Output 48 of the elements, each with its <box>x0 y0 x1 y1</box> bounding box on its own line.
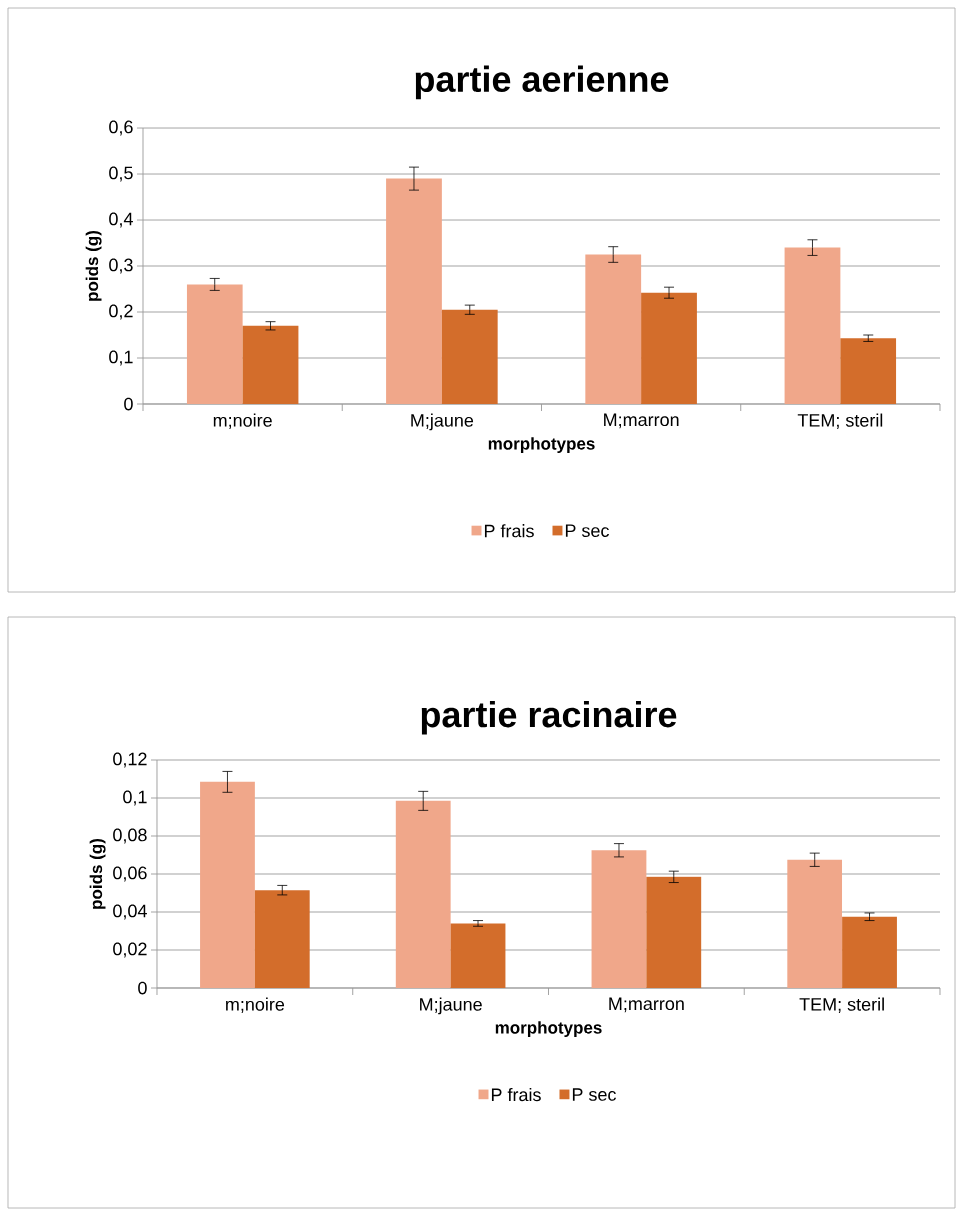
y-tick-label: 0,04 <box>113 904 147 920</box>
y-tick-label: 0,1 <box>123 790 147 806</box>
x-axis-title: morphotypes <box>488 437 595 454</box>
x-tick-label: m;noire <box>213 413 272 429</box>
x-tick-label: M;jaune <box>420 997 482 1015</box>
legend-label: P frais <box>484 524 534 538</box>
y-tick-label: 0,02 <box>113 942 147 958</box>
x-tick-label: M;jaune <box>411 413 474 431</box>
y-tick-label: 0,06 <box>113 866 147 882</box>
bar <box>450 923 506 989</box>
y-tick-label: 0,08 <box>113 828 147 844</box>
x-tick-label: M;marron <box>609 997 684 1013</box>
y-tick-label: 0,5 <box>109 166 133 182</box>
bar <box>395 800 451 989</box>
bar <box>840 338 897 405</box>
y-tick-label: 0,1 <box>109 350 133 366</box>
bar <box>591 850 647 989</box>
chart-title: partie aerienne <box>415 65 669 100</box>
y-axis-title: poids (g) <box>85 230 102 301</box>
bar <box>646 876 702 989</box>
bar <box>787 859 843 989</box>
y-tick-label: 0 <box>138 981 147 995</box>
y-tick-label: 0,12 <box>113 752 147 768</box>
y-tick-label: 0,3 <box>109 258 133 274</box>
bar <box>186 284 243 405</box>
x-axis-title: morphotypes <box>495 1021 602 1038</box>
bar <box>585 254 642 405</box>
y-axis-title: poids (g) <box>89 838 106 909</box>
legend-label: P frais <box>491 1087 541 1102</box>
bar <box>386 178 442 405</box>
x-tick-label: M;marron <box>604 413 679 429</box>
y-tick-label: 0,4 <box>109 212 133 228</box>
legend-label: P sec <box>572 1088 616 1101</box>
y-tick-label: 0 <box>124 397 133 411</box>
x-tick-label: TEM; steril <box>797 413 883 429</box>
bar <box>242 325 299 405</box>
y-tick-label: 0,2 <box>109 304 133 320</box>
chart-title: partie racinaire <box>421 700 677 735</box>
x-tick-label: TEM; steril <box>799 997 884 1013</box>
bar <box>842 916 897 989</box>
legend-label: P sec <box>565 524 609 538</box>
y-tick-label: 0,6 <box>109 120 133 136</box>
x-tick-label: m;noire <box>226 997 285 1013</box>
bar <box>441 309 498 405</box>
bar <box>784 247 841 405</box>
bar <box>641 292 697 405</box>
bar <box>254 890 310 989</box>
bar <box>200 781 255 989</box>
